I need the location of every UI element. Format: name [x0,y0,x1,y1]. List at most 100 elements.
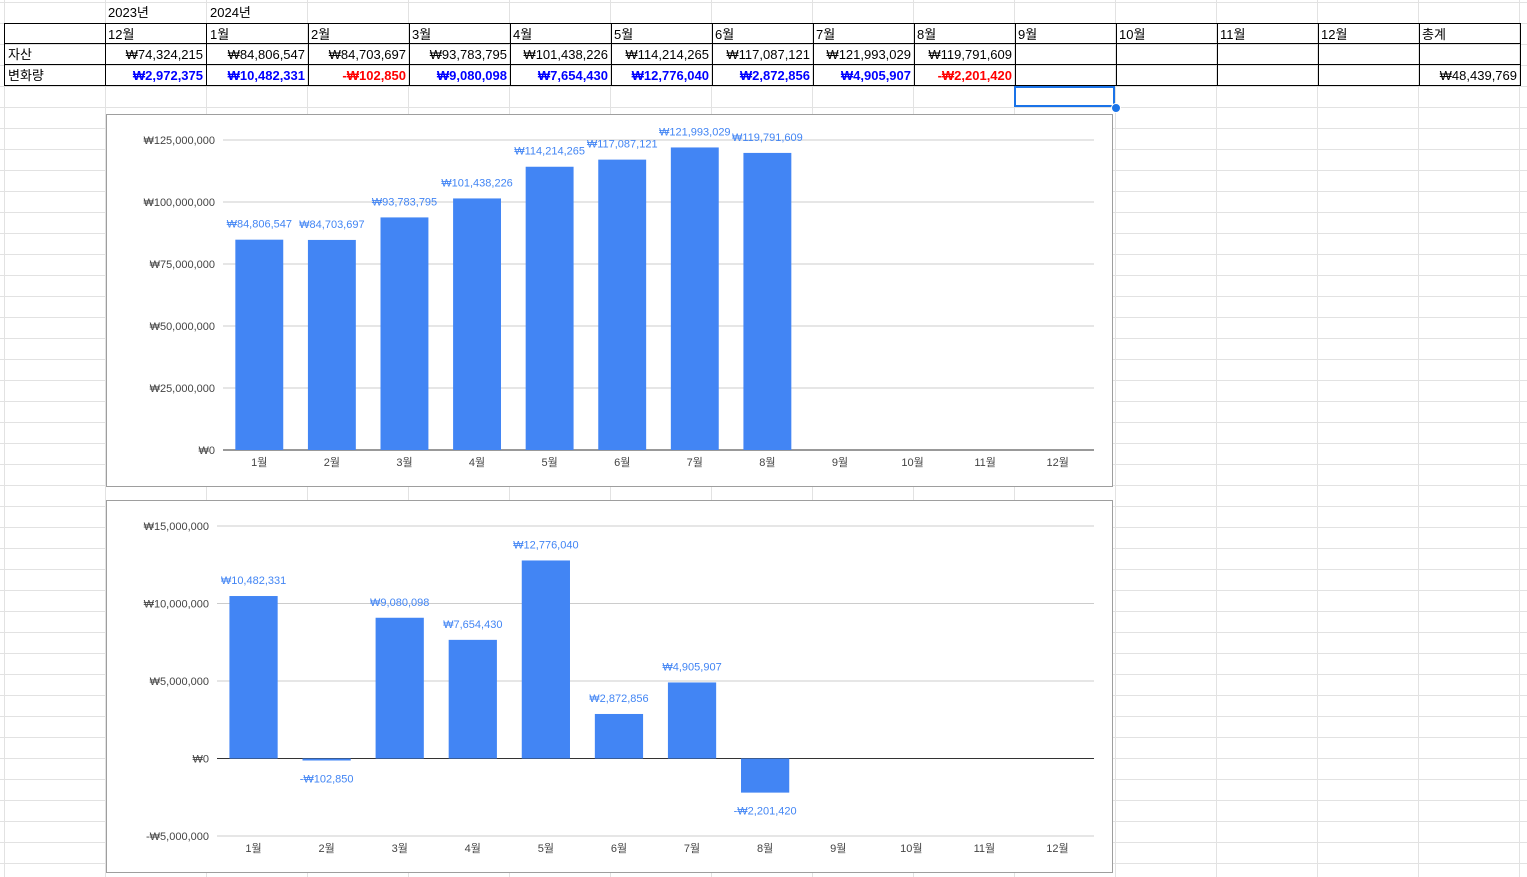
month-header-cell[interactable]: 1월 [207,23,309,44]
change-value-cell[interactable]: ₩2,872,856 [712,65,814,86]
bar [667,682,717,759]
change-value-cell[interactable]: ₩7,654,430 [510,65,612,86]
asset-value-cell[interactable]: ₩121,993,029 [813,44,915,65]
fill-handle[interactable] [1111,103,1121,113]
change-value-cell[interactable]: ₩48,439,769 [1419,65,1521,86]
year-label-2024[interactable]: 2024년 [210,5,251,20]
month-header-cell[interactable]: 9월 [1015,23,1117,44]
asset-value-cell[interactable]: ₩119,791,609 [914,44,1016,65]
month-header-cell[interactable]: 12월 [105,23,207,44]
data-label: -₩2,201,420 [734,806,797,818]
data-label: ₩10,482,331 [221,575,286,587]
data-label: -₩102,850 [300,774,354,786]
bar [229,596,278,759]
data-label: ₩117,087,121 [587,139,658,151]
asset-value-cell[interactable]: ₩74,324,215 [105,44,207,65]
bar [525,166,574,450]
x-tick-label: 6월 [611,842,627,855]
y-tick-label: ₩125,000,000 [143,135,215,147]
x-tick-label: 8월 [759,456,775,469]
x-tick-label: 10월 [901,456,923,469]
asset-value-cell[interactable]: ₩84,703,697 [308,44,410,65]
bar [307,239,356,450]
asset-value-cell[interactable] [1015,44,1117,65]
month-header-cell[interactable]: 7월 [813,23,915,44]
y-tick-label: ₩0 [199,445,216,457]
asset-value-cell[interactable]: ₩93,783,795 [409,44,511,65]
x-tick-label: 11월 [974,842,996,855]
change-value-cell[interactable] [1116,65,1218,86]
month-header-cell[interactable]: 8월 [914,23,1016,44]
month-header-cell[interactable]: 12월 [1318,23,1420,44]
row-label-assets[interactable]: 자산 [4,44,106,65]
change-value-cell[interactable]: -₩2,201,420 [914,65,1016,86]
bar [453,198,501,450]
data-label: ₩121,993,029 [659,126,731,138]
data-label: ₩2,872,856 [589,693,648,705]
month-header-cell[interactable]: 10월 [1116,23,1218,44]
change-value-cell[interactable] [1318,65,1420,86]
row-label-change[interactable]: 변화량 [4,65,106,86]
x-tick-label: 3월 [392,842,408,855]
x-tick-label: 2월 [324,456,340,469]
x-tick-label: 12월 [1047,456,1069,469]
asset-value-cell[interactable]: ₩114,214,265 [611,44,713,65]
change-value-cell[interactable] [1015,65,1117,86]
month-header-cell[interactable]: 2월 [308,23,410,44]
data-label: ₩12,776,040 [513,539,578,551]
month-header-cell[interactable]: 총계 [1419,23,1521,44]
y-tick-label: ₩15,000,000 [144,521,209,533]
bar [375,617,424,759]
bar [380,217,429,450]
y-tick-label: -₩5,000,000 [146,831,209,843]
month-header-cell[interactable]: 4월 [510,23,612,44]
change-value-cell[interactable]: ₩2,972,375 [105,65,207,86]
x-tick-label: 9월 [830,842,846,855]
change-value-cell[interactable]: ₩4,905,907 [813,65,915,86]
data-label: ₩4,905,907 [662,661,721,673]
bar [235,239,284,450]
change-chart-svg: -₩5,000,000 ₩0 ₩5,000,000 ₩10,000,000 ₩15,00… [144,521,1094,855]
selected-cell[interactable] [1014,86,1115,107]
asset-value-cell[interactable]: ₩84,806,547 [207,44,309,65]
assets-bar-chart[interactable]: ₩0 ₩25,000,000 ₩50,000,000 ₩75,000,000 ₩100,… [106,114,1113,487]
change-value-cell[interactable]: -₩102,850 [308,65,410,86]
y-tick-label: ₩50,000,000 [150,321,215,333]
x-tick-label: 12월 [1046,842,1068,855]
asset-value-cell[interactable]: ₩101,438,226 [510,44,612,65]
month-header-cell[interactable]: 3월 [409,23,511,44]
x-tick-label: 10월 [900,842,922,855]
bar [594,713,644,759]
x-tick-label: 5월 [542,456,558,469]
bar [448,639,497,759]
change-value-cell[interactable]: ₩12,776,040 [611,65,713,86]
bar [743,152,792,450]
bar [521,560,570,759]
asset-value-cell[interactable] [1419,44,1521,65]
year-label-2023[interactable]: 2023년 [108,5,149,20]
month-header-cell[interactable]: 6월 [712,23,814,44]
header-blank-cell[interactable] [4,23,106,44]
change-value-cell[interactable] [1217,65,1319,86]
asset-value-cell[interactable] [1217,44,1319,65]
x-tick-label: 5월 [538,842,554,855]
data-label: ₩93,783,795 [372,196,437,208]
bar [598,159,647,450]
month-header-cell[interactable]: 5월 [611,23,713,44]
change-value-cell[interactable]: ₩9,080,098 [409,65,511,86]
y-tick-label: ₩5,000,000 [150,676,209,688]
month-header-cell[interactable]: 11월 [1217,23,1319,44]
data-label: ₩84,703,697 [299,219,364,231]
change-bar-chart[interactable]: -₩5,000,000 ₩0 ₩5,000,000 ₩10,000,000 ₩15,00… [106,500,1113,873]
assets-chart-svg: ₩0 ₩25,000,000 ₩50,000,000 ₩75,000,000 ₩100,… [143,126,1094,469]
asset-value-cell[interactable] [1318,44,1420,65]
x-tick-label: 7월 [684,842,700,855]
asset-value-cell[interactable]: ₩117,087,121 [712,44,814,65]
bar [302,758,351,761]
change-value-cell[interactable]: ₩10,482,331 [207,65,309,86]
bar [741,758,790,793]
x-tick-label: 1월 [251,456,267,469]
asset-value-cell[interactable] [1116,44,1218,65]
data-label: ₩119,791,609 [732,132,803,144]
x-tick-label: 4월 [469,456,485,469]
